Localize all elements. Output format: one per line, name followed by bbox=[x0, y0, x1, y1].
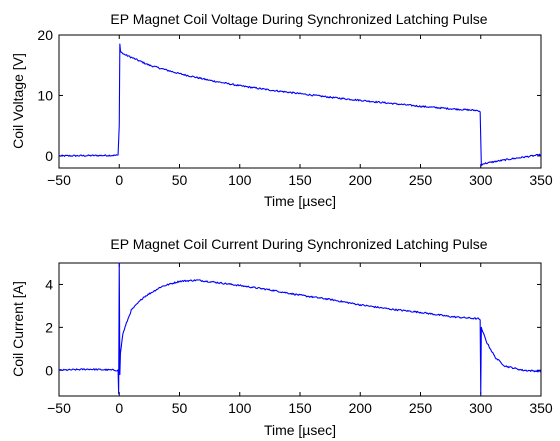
voltage-y-tick-label: 10 bbox=[37, 87, 53, 103]
current-x-axis-label: Time [µsec] bbox=[264, 422, 336, 438]
voltage-x-tick-label: 250 bbox=[409, 172, 433, 188]
voltage-y-tick-label: 0 bbox=[45, 148, 53, 164]
voltage-x-tick-label: 350 bbox=[529, 172, 553, 188]
current-x-tick-label: 50 bbox=[172, 400, 188, 416]
current-x-tick-label: 100 bbox=[228, 400, 252, 416]
current-x-tick-label: −50 bbox=[47, 400, 71, 416]
voltage-y-tick-label: 20 bbox=[37, 27, 53, 43]
current-x-axis: −50 0 50 100 150 200 250 300 350 bbox=[47, 263, 553, 416]
current-y-tick-label: 4 bbox=[45, 276, 53, 292]
current-x-tick-label: 350 bbox=[529, 400, 553, 416]
voltage-x-axis: −50 0 50 100 150 200 250 300 350 bbox=[47, 35, 553, 188]
voltage-x-tick-label: 0 bbox=[115, 172, 123, 188]
voltage-x-tick-label: −50 bbox=[47, 172, 71, 188]
current-x-tick-label: 0 bbox=[115, 400, 123, 416]
current-y-axis-label: Coil Current [A] bbox=[10, 281, 26, 377]
current-plot-area bbox=[58, 262, 542, 397]
current-y-tick-label: 2 bbox=[45, 319, 53, 335]
current-chart-title: EP Magnet Coil Current During Synchroniz… bbox=[110, 236, 487, 252]
voltage-x-tick-label: 100 bbox=[228, 172, 252, 188]
voltage-x-axis-label: Time [µsec] bbox=[264, 193, 336, 209]
voltage-x-tick-label: 300 bbox=[469, 172, 493, 188]
voltage-x-tick-label: 150 bbox=[288, 172, 312, 188]
current-series-line bbox=[58, 262, 542, 395]
current-x-tick-label: 150 bbox=[288, 400, 312, 416]
current-x-tick-label: 250 bbox=[409, 400, 433, 416]
current-x-tick-label: 300 bbox=[469, 400, 493, 416]
voltage-x-tick-label: 50 bbox=[172, 172, 188, 188]
voltage-plot-area bbox=[58, 34, 542, 169]
voltage-chart: EP Magnet Coil Voltage During Synchroniz… bbox=[10, 11, 553, 209]
voltage-y-axis: 0 10 20 bbox=[37, 27, 541, 164]
voltage-y-axis-label: Coil Voltage [V] bbox=[10, 53, 26, 149]
voltage-chart-title: EP Magnet Coil Voltage During Synchroniz… bbox=[110, 11, 487, 27]
current-y-tick-label: 0 bbox=[45, 362, 53, 378]
current-x-tick-label: 200 bbox=[349, 400, 373, 416]
voltage-series-line bbox=[58, 43, 542, 167]
voltage-x-tick-label: 200 bbox=[349, 172, 373, 188]
current-chart: EP Magnet Coil Current During Synchroniz… bbox=[10, 236, 553, 438]
